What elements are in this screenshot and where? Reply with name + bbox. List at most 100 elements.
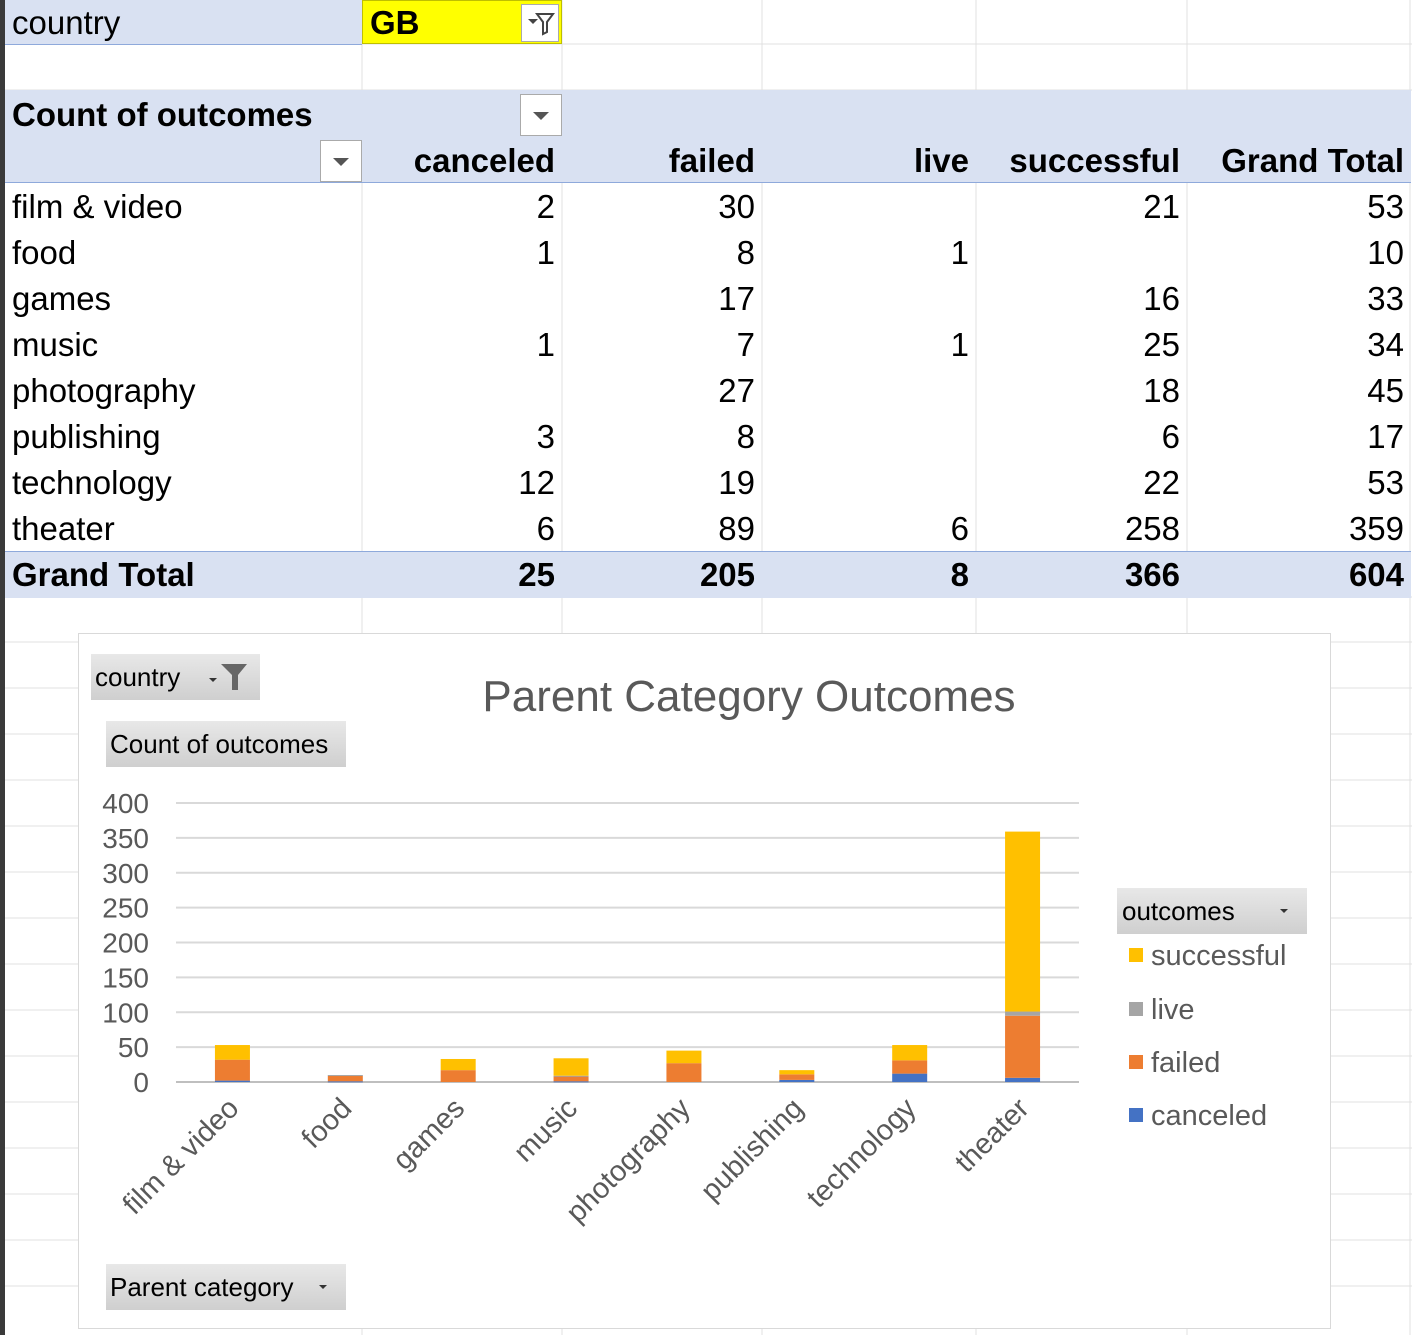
value-cell[interactable]: 17 [1367,418,1404,455]
column-header-successful: successful [1009,142,1180,179]
value-cell[interactable]: 3 [536,418,555,455]
legend-item-live[interactable]: live [1129,994,1195,1027]
row-label[interactable]: publishing [12,418,161,455]
report-filter-dropdown[interactable] [521,4,559,42]
value-cell[interactable]: 10 [1367,234,1404,271]
value-cell[interactable]: 7 [736,326,755,363]
pivot-header-band [5,90,1411,183]
value-cell[interactable]: 25 [1143,326,1180,363]
grand-total-cell[interactable]: 8 [950,556,969,593]
value-cell[interactable]: 30 [718,188,755,225]
column-header-grand-total: Grand Total [1221,142,1404,179]
row-label[interactable]: theater [12,510,115,547]
value-cell[interactable]: 18 [1143,372,1180,409]
value-cell[interactable]: 45 [1367,372,1404,409]
bar-segment-successful [666,1050,702,1064]
grand-total-cell[interactable]: 366 [1124,556,1180,593]
value-cell[interactable]: 359 [1348,510,1404,547]
y-tick-label: 400 [102,788,149,819]
report-filter-value: GB [370,4,420,41]
column-header-live: live [913,142,969,179]
column-labels-dropdown[interactable] [520,94,562,136]
row-label[interactable]: music [12,326,99,363]
bar-segment-canceled [553,1081,589,1083]
row-label[interactable]: photography [12,372,196,409]
legend-item-canceled[interactable]: canceled [1129,1100,1267,1133]
value-cell[interactable]: 89 [718,510,755,547]
pivot-title: Count of outcomes [12,96,313,133]
value-cell[interactable]: 21 [1143,188,1180,225]
row-label[interactable]: food [12,234,77,271]
legend-swatch [1129,948,1143,963]
y-tick-label: 350 [102,823,149,854]
row-label[interactable]: technology [12,464,172,501]
chevron-down-icon [533,112,549,120]
legend-field-label: outcomes [1122,896,1235,926]
legend-field-button[interactable]: outcomes [1117,888,1307,934]
x-tick-label: food [296,1092,359,1155]
y-tick-label: 50 [118,1032,149,1063]
bar-segment-successful [553,1058,589,1076]
value-cell[interactable]: 258 [1124,510,1180,547]
chevron-down-icon [319,1285,327,1289]
x-tick-label: theater [949,1092,1036,1179]
value-cell[interactable]: 19 [718,464,755,501]
pivot-chart[interactable]: country Count of outcomes Parent Categor… [78,633,1331,1329]
value-cell[interactable]: 8 [736,418,755,455]
value-cell[interactable]: 53 [1367,464,1404,501]
grand-total-cell[interactable]: 205 [699,556,755,593]
legend-label: failed [1151,1047,1221,1079]
value-cell[interactable]: 6 [536,510,555,547]
value-cell[interactable]: 22 [1143,464,1180,501]
x-tick-label: publishing [695,1092,810,1207]
report-filter-label-cell[interactable] [5,0,362,45]
value-cell[interactable]: 1 [536,326,555,363]
bar-segment-failed [553,1076,589,1082]
axis-field-label: Parent category [110,1272,294,1302]
row-label[interactable]: film & video [12,188,183,225]
value-cell[interactable]: 53 [1367,188,1404,225]
grand-total-cell[interactable]: 25 [518,556,555,593]
value-cell[interactable]: 1 [536,234,555,271]
chart-title: Parent Category Outcomes [482,672,1016,721]
legend-item-failed[interactable]: failed [1129,1047,1220,1080]
bar-segment-canceled [327,1081,363,1083]
y-tick-label: 300 [102,858,149,889]
report-filter-label: country [12,4,121,41]
row-label[interactable]: games [12,280,112,317]
bar-segment-live [553,1075,589,1077]
bar-segment-failed [1005,1015,1041,1078]
y-tick-label: 150 [102,962,149,993]
bar-segment-canceled [779,1079,815,1082]
bar-segment-successful [1005,831,1041,1012]
chart-filter-button[interactable]: country [91,654,260,700]
bar-segment-failed [214,1059,250,1081]
column-header-failed: failed [668,142,755,179]
value-cell[interactable]: 6 [1161,418,1180,455]
x-tick-label: film & video [117,1092,246,1221]
chart-value-field-button[interactable]: Count of outcomes [106,721,346,767]
value-cell[interactable]: 17 [718,280,755,317]
value-cell[interactable]: 34 [1367,326,1404,363]
row-header-edge [0,0,5,1335]
value-cell[interactable]: 2 [536,188,555,225]
axis-field-button[interactable]: Parent category [106,1264,346,1310]
value-cell[interactable]: 1 [950,234,969,271]
legend-swatch [1129,1002,1143,1017]
value-cell[interactable]: 1 [950,326,969,363]
legend-swatch [1129,1108,1143,1123]
row-labels-dropdown[interactable] [320,140,362,182]
value-cell[interactable]: 12 [518,464,555,501]
grand-total-cell[interactable]: 604 [1348,556,1404,593]
chart-value-field-label: Count of outcomes [110,729,329,759]
filter-funnel-icon [209,664,247,690]
legend-item-successful[interactable]: successful [1129,940,1286,973]
value-cell[interactable]: 6 [950,510,969,547]
value-cell[interactable]: 8 [736,234,755,271]
grand-total-label[interactable]: Grand Total [12,556,195,593]
value-cell[interactable]: 33 [1367,280,1404,317]
bar-segment-successful [892,1045,928,1061]
value-cell[interactable]: 27 [718,372,755,409]
value-cell[interactable]: 16 [1143,280,1180,317]
